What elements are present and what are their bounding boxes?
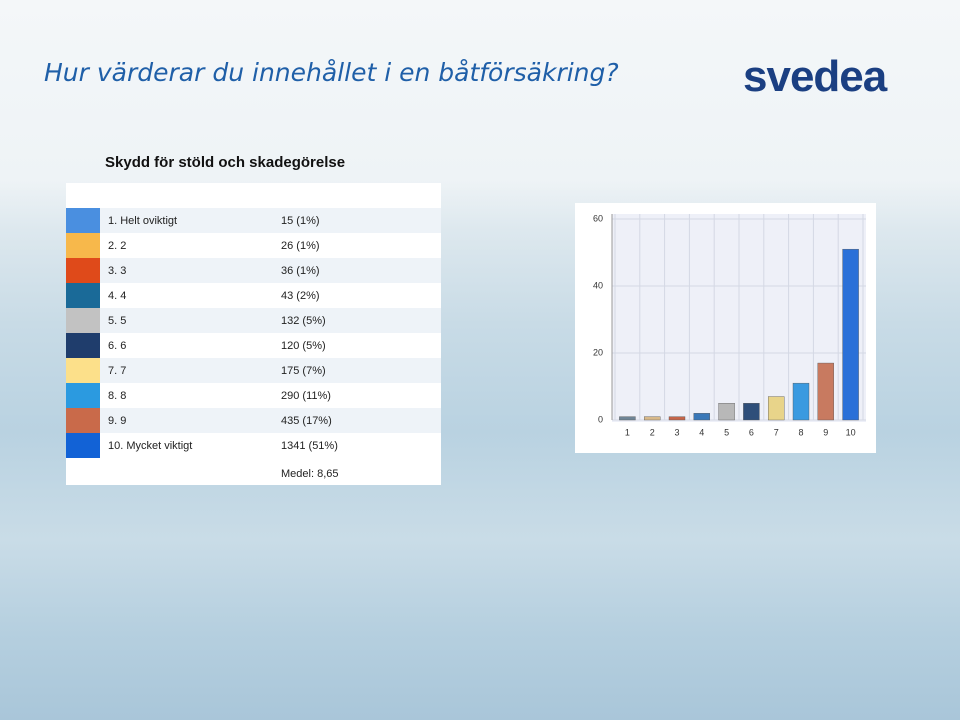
mean: Medel: 8,65: [281, 468, 339, 480]
row-value: 26 (1%): [281, 240, 320, 252]
table-row: 1. Helt oviktigt 15 (1%): [66, 208, 441, 233]
subtitle: Skydd för stöld och skadegörelse: [105, 154, 346, 171]
x-tick-label: 9: [823, 427, 828, 437]
color-swatch: [66, 383, 100, 408]
row-label: 2. 2: [108, 240, 127, 252]
bar: [792, 382, 810, 421]
row-value: 120 (5%): [281, 340, 326, 352]
y-tick-label: 0: [598, 414, 603, 424]
row-value: 36 (1%): [281, 265, 320, 277]
color-swatch: [66, 258, 100, 283]
x-tick-label: 7: [774, 427, 779, 437]
row-value: 1341 (51%): [281, 440, 338, 452]
table-row: 10. Mycket viktigt 1341 (51%): [66, 433, 441, 458]
row-value: 175 (7%): [281, 365, 326, 377]
row-label: 8. 8: [108, 390, 127, 402]
slide-title: Hur värderar du innehållet i en båtförsä…: [44, 58, 619, 87]
bar: [693, 413, 711, 421]
table-row: 3. 3 36 (1%): [66, 258, 441, 283]
table-row: 8. 8 290 (11%): [66, 383, 441, 408]
x-tick-label: 1: [625, 427, 630, 437]
bar: [767, 396, 785, 421]
row-label: 6. 6: [108, 340, 127, 352]
color-swatch: [66, 333, 100, 358]
y-tick-label: 60: [593, 213, 603, 223]
bar: [643, 416, 661, 421]
table-row: 7. 7 175 (7%): [66, 358, 441, 383]
row-value: 290 (11%): [281, 390, 331, 402]
row-label: 4. 4: [108, 290, 127, 302]
logo: svedea: [743, 52, 887, 101]
color-swatch: [66, 208, 100, 233]
bar: [668, 416, 686, 421]
row-label: 5. 5: [108, 315, 127, 327]
row-value: 43 (2%): [281, 290, 320, 302]
bar: [842, 248, 859, 421]
table-row: 5. 5 132 (5%): [66, 308, 441, 333]
x-tick-label: 3: [674, 427, 679, 437]
color-swatch: [66, 308, 100, 333]
color-swatch: [66, 233, 100, 258]
row-label: 9. 9: [108, 415, 127, 427]
bar: [817, 362, 835, 421]
x-tick-label: 5: [724, 427, 729, 437]
color-swatch: [66, 358, 100, 383]
row-label: 1. Helt oviktigt: [108, 215, 178, 227]
x-tick-label: 6: [749, 427, 754, 437]
color-swatch: [66, 433, 100, 458]
row-value: 132 (5%): [281, 315, 326, 327]
table-row: 2. 2 26 (1%): [66, 233, 441, 258]
bar: [743, 403, 760, 421]
bar: [718, 403, 735, 421]
row-label: 3. 3: [108, 265, 127, 277]
y-tick-label: 20: [593, 347, 603, 357]
table-row: 6. 6 120 (5%): [66, 333, 441, 358]
chart: 0 20 40 60 1 2 3 4 5 6 7 8 9 10: [575, 203, 876, 453]
row-label: 7. 7: [108, 365, 127, 377]
row-value: 435 (17%): [281, 415, 332, 427]
bar: [619, 416, 636, 421]
color-swatch: [66, 283, 100, 308]
row-value: 15 (1%): [281, 215, 320, 227]
row-label: 10. Mycket viktigt: [108, 440, 193, 452]
x-tick-label: 10: [846, 427, 856, 437]
color-swatch: [66, 408, 100, 433]
x-tick-label: 4: [699, 427, 704, 437]
table-row: 4. 4 43 (2%): [66, 283, 441, 308]
table-row: 9. 9 435 (17%): [66, 408, 441, 433]
x-tick-label: 2: [650, 427, 655, 437]
y-tick-label: 40: [593, 280, 603, 290]
x-tick-label: 8: [798, 427, 803, 437]
